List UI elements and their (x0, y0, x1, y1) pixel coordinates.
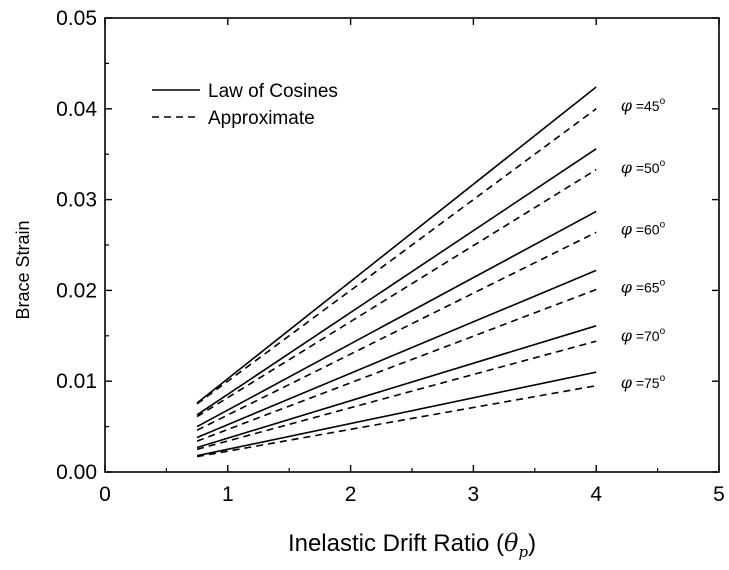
phi-annotation: φ =70o (621, 326, 666, 345)
phi-annotation: φ =75o (621, 373, 666, 392)
x-axis-label-subscript: p (518, 543, 528, 561)
y-tick-label: 0.05 (56, 7, 97, 30)
phi-symbol: φ (621, 278, 633, 297)
x-tick-label: 5 (713, 483, 725, 506)
series-line-dashed-3 (196, 168, 597, 418)
legend: Law of Cosines Approximate (152, 81, 338, 129)
x-tick-label: 0 (99, 483, 111, 506)
series-line-dashed-9 (196, 340, 597, 451)
phi-symbol: φ (621, 158, 633, 177)
degree-symbol: o (660, 158, 666, 169)
x-axis-label-symbol: θ (504, 529, 519, 557)
x-axis-label-close: ) (528, 530, 536, 557)
series-line-solid-8 (196, 325, 597, 449)
y-tick-label: 0.00 (56, 461, 97, 484)
legend-label-approximate: Approximate (208, 108, 315, 129)
phi-value: =50 (632, 160, 660, 176)
series-line-dashed-1 (196, 108, 597, 405)
x-axis-label-text: Inelastic Drift Ratio ( (288, 530, 504, 557)
y-tick-label: 0.04 (56, 98, 97, 121)
phi-annotation: φ =60o (621, 220, 666, 239)
y-tick-label: 0.03 (56, 189, 97, 212)
degree-symbol: o (660, 326, 666, 337)
phi-value: =65 (632, 280, 660, 296)
x-tick-label: 3 (468, 483, 480, 506)
phi-annotation: φ =45o (621, 96, 666, 115)
phi-symbol: φ (621, 96, 633, 115)
x-tick-label: 4 (590, 483, 602, 506)
legend-label-law-of-cosines: Law of Cosines (208, 81, 338, 102)
x-tick-label: 2 (345, 483, 357, 506)
y-axis-label: Brace Strain (13, 220, 33, 319)
series-line-dashed-11 (196, 384, 597, 458)
y-tick-label: 0.02 (56, 279, 97, 302)
phi-annotation: φ =50o (621, 158, 666, 177)
series-line-solid-10 (196, 371, 597, 457)
series-line-dashed-7 (196, 288, 597, 442)
series-line-dashed-5 (196, 231, 597, 431)
phi-value: =75 (632, 375, 660, 391)
phi-symbol: φ (621, 220, 633, 239)
series-group (196, 86, 597, 458)
phi-value: =60 (632, 222, 660, 238)
series-line-solid-6 (196, 269, 597, 439)
phi-annotation: φ =65o (621, 278, 666, 297)
degree-symbol: o (660, 220, 666, 231)
y-tick-label: 0.01 (56, 370, 97, 393)
phi-value: =70 (632, 328, 660, 344)
x-axis-label: Inelastic Drift Ratio (θp) (288, 529, 536, 561)
phi-symbol: φ (621, 326, 633, 345)
series-line-solid-4 (196, 210, 597, 428)
degree-symbol: o (660, 278, 666, 289)
series-line-solid-2 (196, 148, 597, 416)
series-line-solid-0 (196, 86, 597, 404)
phi-symbol: φ (621, 373, 633, 392)
phi-value: =45 (632, 98, 660, 114)
x-tick-label: 1 (222, 483, 234, 506)
axis-ticks: 0 1 2 3 4 5 0.00 0.01 0.02 0.03 0.04 0.05 (56, 7, 725, 506)
degree-symbol: o (660, 96, 666, 107)
degree-symbol: o (660, 373, 666, 384)
